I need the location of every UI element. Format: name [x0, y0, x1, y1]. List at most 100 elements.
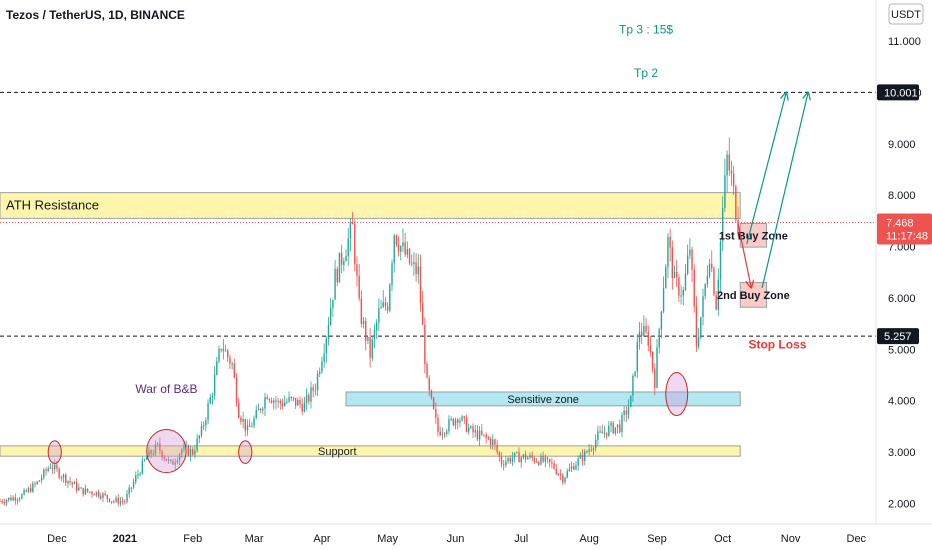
candle-body [47, 468, 49, 471]
candle-body [478, 430, 481, 440]
candle-body [198, 435, 201, 439]
candle-body [89, 491, 91, 493]
target-arrow [737, 223, 751, 287]
candle-body [40, 477, 43, 481]
candle-body [205, 420, 207, 426]
candle-body [726, 154, 728, 176]
candle-body [686, 255, 689, 274]
candle-body [386, 306, 389, 311]
candle-body [95, 491, 98, 496]
candle-body [437, 417, 439, 432]
candle-body [139, 473, 141, 475]
candle-body [152, 453, 155, 455]
candle-body [371, 339, 374, 358]
currency-button-label: USDT [891, 9, 921, 21]
candle-body [172, 460, 174, 465]
candle-body [724, 175, 726, 209]
candle-body [492, 439, 494, 445]
y-tick-label: 7.000 [888, 242, 916, 254]
candle-body [728, 154, 730, 171]
candle-body [71, 482, 73, 485]
candle-body [443, 433, 446, 435]
candle-body [483, 434, 485, 436]
candle-body [415, 262, 417, 274]
candle-body [461, 416, 463, 421]
candle-body [614, 427, 617, 434]
candle-body [575, 465, 577, 470]
candle-body [365, 320, 367, 341]
candle-body [332, 299, 334, 308]
annotation-tp-3-15: Tp 3 : 15$ [619, 22, 673, 36]
candle-body [548, 459, 551, 463]
candle-body [459, 420, 461, 423]
candle-body [608, 425, 610, 436]
candle-body [312, 387, 314, 391]
candle-body [651, 351, 654, 369]
current-price-badge [877, 213, 932, 245]
candle-body [277, 400, 279, 402]
horizontal-lines-layer [0, 91, 876, 337]
candle-body [557, 473, 560, 475]
candle-body [498, 452, 501, 457]
candle-body [531, 455, 533, 459]
candle-body [349, 222, 352, 239]
candle-body [588, 449, 590, 453]
price-axis-background [876, 0, 932, 550]
candle-body [735, 186, 737, 221]
candle-body [303, 403, 306, 412]
candle-body [310, 387, 312, 402]
candle-body [257, 409, 260, 411]
candle-body [454, 419, 457, 426]
candle-body [551, 462, 553, 464]
candle-body [555, 468, 557, 474]
candle-body [496, 444, 498, 453]
candle-body [299, 400, 301, 405]
candle-body [0, 500, 1, 502]
candle-body [623, 410, 625, 416]
candle-body [288, 397, 290, 402]
candle-body [27, 488, 30, 492]
candle-body [34, 483, 36, 485]
candle-body [336, 268, 338, 283]
candle-body [592, 448, 595, 450]
candle-body [253, 418, 255, 427]
candle-body [25, 490, 27, 492]
candle-body [467, 427, 470, 432]
candle-body [281, 403, 284, 406]
candle-body [706, 276, 709, 284]
candle-body [56, 464, 58, 469]
candle-body [148, 450, 150, 457]
candle-body [308, 395, 310, 402]
candle-body [78, 487, 80, 491]
candle-body [154, 444, 157, 454]
candle-body [283, 402, 286, 406]
currency-button[interactable]: USDT [888, 3, 924, 25]
candle-body [450, 418, 452, 420]
candle-body [500, 456, 503, 465]
candle-body [700, 317, 702, 338]
highlight-ellipse [47, 440, 62, 464]
candle-body [222, 348, 225, 352]
candle-body [559, 474, 562, 476]
countdown-label: 11:17:48 [886, 231, 928, 243]
candle-body [439, 431, 441, 436]
candle-body [266, 397, 268, 400]
arrows-layer [737, 92, 808, 287]
candle-body [51, 467, 54, 470]
time-axis-background [0, 524, 932, 550]
candle-body [634, 371, 636, 376]
candle-body [106, 494, 109, 499]
candle-body [108, 498, 111, 502]
candle-body [476, 430, 479, 440]
candles-layer [0, 137, 739, 507]
candle-body [643, 325, 645, 336]
candle-body [671, 247, 674, 279]
candle-body [345, 256, 347, 262]
candle-body [621, 415, 623, 433]
candle-body [163, 457, 165, 459]
x-tick-label: Dec [847, 533, 867, 545]
candle-body [1, 500, 3, 503]
candle-body [358, 275, 360, 299]
